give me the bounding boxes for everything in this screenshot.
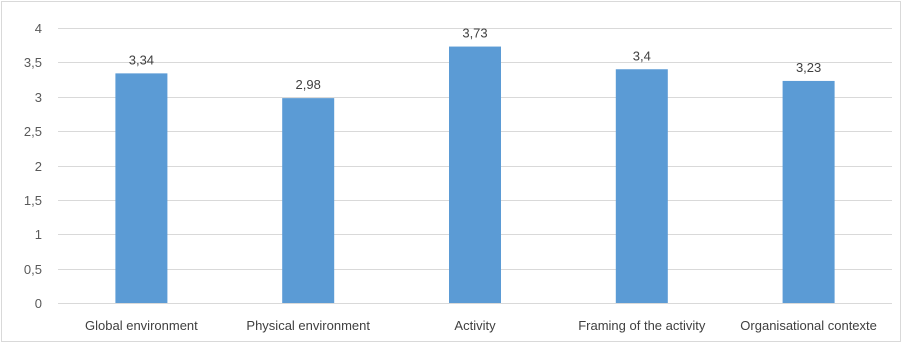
y-tick-label: 3,5 (24, 55, 42, 70)
data-label: 2,98 (296, 77, 321, 92)
x-category-label: Activity (454, 318, 496, 333)
bar (282, 98, 335, 303)
y-axis: 0 0,5 1 1,5 2 2,5 3 3,5 4 (24, 21, 42, 311)
bars (115, 46, 835, 303)
y-tick-label: 1 (35, 227, 42, 242)
data-labels: 3,34 2,98 3,73 3,4 3,23 (129, 26, 822, 93)
bar (449, 46, 501, 303)
x-axis: Global environment Physical environment Ac… (85, 318, 877, 333)
x-category-label: Physical environment (246, 318, 370, 333)
y-tick-label: 0,5 (24, 262, 42, 277)
bar (782, 80, 835, 303)
y-tick-label: 0 (35, 296, 42, 311)
data-label: 3,34 (129, 52, 154, 67)
y-tick-label: 4 (35, 21, 42, 36)
y-tick-label: 3 (35, 90, 42, 105)
y-tick-label: 2,5 (24, 124, 42, 139)
data-label: 3,23 (796, 60, 821, 75)
data-label: 3,4 (633, 48, 651, 63)
x-category-label: Organisational contexte (740, 318, 877, 333)
y-tick-label: 1,5 (24, 193, 42, 208)
data-label: 3,73 (462, 26, 487, 41)
x-category-label: Global environment (85, 318, 198, 333)
bar (615, 69, 668, 303)
x-category-label: Framing of the activity (578, 318, 706, 333)
y-tick-label: 2 (35, 159, 42, 174)
bar (115, 73, 168, 303)
